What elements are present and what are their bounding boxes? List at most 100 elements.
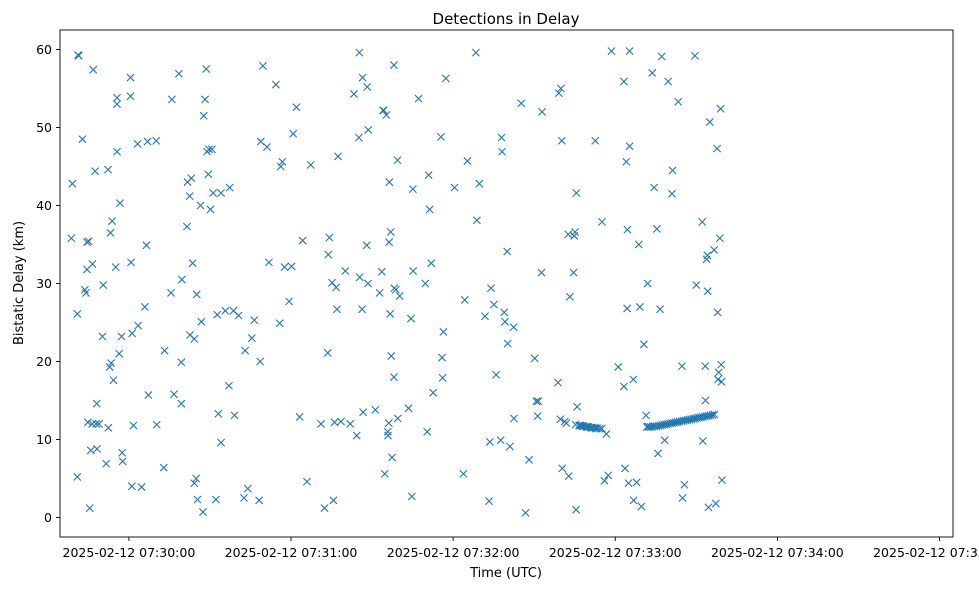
data-point [371, 405, 380, 414]
data-point [325, 233, 334, 242]
data-point [716, 104, 725, 113]
data-point [427, 259, 436, 268]
data-point [710, 410, 719, 419]
data-point [565, 292, 574, 301]
data-point [128, 329, 137, 338]
data-point [209, 189, 218, 198]
data-point [500, 308, 509, 317]
data-point [607, 47, 616, 56]
data-point [192, 474, 201, 483]
plot-frame [59, 29, 954, 538]
data-point [204, 170, 213, 179]
data-point [656, 305, 665, 314]
data-point [569, 268, 578, 277]
data-point [643, 422, 652, 431]
data-point [629, 496, 638, 505]
data-point [262, 143, 271, 151]
data-point [324, 250, 333, 259]
data-point [703, 251, 712, 260]
data-point [143, 137, 152, 146]
data-point [489, 300, 498, 309]
data-point [276, 162, 285, 171]
data-point [525, 455, 534, 464]
data-point [85, 504, 94, 513]
data-point [98, 332, 107, 341]
data-point [388, 453, 397, 462]
data-point [329, 496, 338, 505]
data-point [99, 281, 108, 290]
y-tick-label: 60 [36, 42, 52, 57]
data-point [393, 156, 402, 165]
data-point [221, 306, 230, 315]
data-point [364, 125, 373, 134]
data-point [126, 73, 135, 82]
data-point [717, 476, 726, 485]
data-point [598, 217, 607, 226]
data-point [554, 89, 563, 98]
data-point [363, 82, 372, 91]
data-point [107, 359, 116, 368]
data-point [619, 382, 628, 391]
data-point [429, 388, 438, 397]
data-point [625, 47, 634, 56]
data-point [224, 381, 233, 390]
data-point [306, 160, 315, 169]
data-point [711, 499, 720, 508]
data-point [89, 65, 98, 74]
data-point [359, 408, 368, 417]
y-tick-label: 0 [44, 510, 52, 525]
data-point [185, 192, 194, 201]
data-point [115, 199, 124, 208]
data-point [247, 334, 256, 343]
data-point [317, 419, 325, 428]
data-point [104, 165, 113, 174]
data-point [438, 353, 447, 362]
data-point [81, 288, 90, 297]
x-axis: 2025-02-12 07:30:00 2025-02-12 07:31:00 20… [63, 537, 979, 560]
data-point [385, 178, 394, 187]
data-point [571, 228, 579, 237]
data-point [349, 89, 358, 98]
data-point [217, 189, 226, 198]
data-point [298, 236, 307, 245]
data-point [668, 166, 677, 175]
data-point [668, 189, 676, 198]
data-point [256, 357, 265, 366]
data-point [717, 377, 726, 386]
data-point [450, 183, 459, 192]
data-point [713, 144, 722, 153]
data-point [364, 279, 373, 288]
data-point [625, 142, 634, 151]
data-point [407, 492, 416, 501]
data-point [337, 417, 345, 426]
data-point [375, 288, 384, 297]
data-point [354, 133, 363, 142]
data-point [614, 362, 623, 371]
data-point [198, 508, 207, 517]
data-point [241, 346, 250, 355]
data-point [404, 404, 413, 413]
data-point [134, 321, 143, 330]
chart-title: Detections in Delay [433, 10, 580, 28]
data-point [562, 419, 571, 428]
data-point [635, 302, 644, 311]
data-point [591, 136, 600, 145]
data-point [243, 484, 252, 493]
data-point [595, 424, 604, 433]
data-point [521, 508, 530, 517]
data-point [678, 494, 687, 502]
data-point [275, 319, 284, 328]
data-point [352, 431, 361, 440]
data-points [67, 47, 726, 517]
data-point [642, 411, 651, 420]
data-point [623, 225, 632, 234]
data-point [379, 106, 388, 115]
data-point [102, 459, 111, 468]
data-point [439, 327, 448, 336]
data-point [492, 370, 501, 379]
data-point [127, 482, 136, 491]
data-point [129, 421, 138, 430]
data-point [187, 174, 196, 183]
data-point [334, 152, 343, 161]
data-point [330, 418, 339, 427]
